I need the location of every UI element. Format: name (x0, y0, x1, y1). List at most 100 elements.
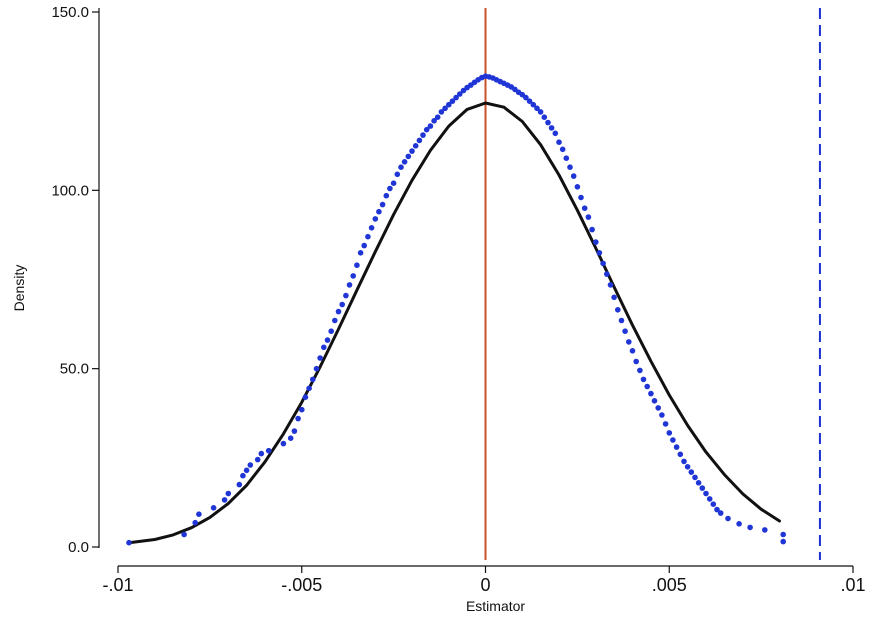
data-point (335, 308, 342, 315)
data-point (416, 137, 423, 144)
data-point (692, 474, 698, 481)
data-point (622, 328, 628, 335)
data-point (567, 164, 573, 170)
data-point (368, 225, 375, 231)
data-point (299, 406, 305, 413)
data-point (405, 153, 412, 160)
y-tick-label: 150.0 (51, 4, 89, 21)
data-point (427, 123, 434, 129)
data-point (681, 458, 687, 465)
data-point (637, 367, 643, 374)
data-point (552, 130, 559, 137)
data-point (401, 159, 408, 165)
data-point (442, 105, 448, 112)
data-point (762, 527, 768, 533)
data-point (420, 132, 426, 138)
data-point (611, 294, 617, 301)
data-point (695, 480, 702, 486)
data-point (548, 125, 555, 131)
data-point (541, 114, 548, 120)
data-point (192, 519, 198, 526)
data-point (559, 146, 566, 153)
data-point (615, 307, 621, 313)
data-point (346, 282, 353, 288)
data-point (644, 383, 650, 390)
data-point (725, 515, 731, 522)
data-point (589, 226, 595, 233)
data-point (387, 185, 393, 192)
data-point (673, 444, 680, 450)
data-point (446, 101, 452, 108)
data-point (328, 328, 335, 335)
data-point (343, 292, 349, 299)
data-point (747, 524, 753, 531)
data-point (243, 467, 250, 474)
data-point (618, 317, 625, 324)
data-point (354, 262, 360, 269)
data-point (383, 192, 390, 199)
data-point (526, 98, 533, 104)
data-point (398, 164, 404, 170)
data-point (181, 531, 187, 538)
data-point (295, 415, 301, 422)
data-point (317, 355, 323, 361)
data-point (379, 201, 386, 208)
data-point (545, 119, 551, 126)
fitted-density-curve (127, 101, 781, 545)
y-tick-label: 50.0 (60, 361, 89, 378)
data-point (633, 358, 639, 365)
data-point (670, 437, 676, 443)
data-point (530, 101, 537, 108)
data-point (600, 260, 606, 267)
data-point (310, 376, 316, 383)
data-point (409, 148, 415, 154)
data-point (780, 538, 786, 545)
data-point (659, 412, 665, 418)
data-point (236, 481, 243, 488)
x-tick-label: .005 (652, 575, 687, 595)
data-point (412, 143, 419, 149)
data-point (648, 390, 654, 397)
data-point (350, 273, 357, 279)
data-point (339, 301, 346, 308)
data-point (717, 510, 724, 516)
data-point (714, 506, 720, 513)
data-point (651, 398, 658, 404)
data-point (332, 317, 338, 324)
data-point (596, 250, 603, 256)
data-point (376, 208, 382, 215)
x-axis-title: Estimator (466, 598, 525, 614)
data-point (662, 421, 669, 427)
data-point (258, 450, 265, 457)
data-point (390, 180, 397, 186)
data-point (780, 531, 786, 538)
data-point (321, 344, 327, 351)
y-tick-label: 0.0 (68, 539, 89, 556)
data-point (523, 94, 529, 101)
data-point (434, 114, 441, 120)
data-point (629, 348, 636, 354)
data-point (196, 511, 202, 517)
data-point (457, 91, 463, 97)
data-point (431, 118, 437, 124)
data-point (563, 155, 570, 161)
data-point (247, 462, 254, 468)
data-point (706, 496, 713, 502)
data-point (254, 456, 261, 463)
data-point (372, 216, 379, 222)
x-tick-label: -.005 (281, 575, 322, 595)
data-point (578, 194, 584, 201)
data-point (324, 337, 331, 343)
data-point (655, 405, 661, 411)
data-point (365, 233, 371, 240)
data-point (688, 469, 695, 475)
data-point (570, 173, 577, 179)
data-point (684, 464, 691, 470)
data-point (313, 365, 320, 372)
data-point (736, 521, 742, 527)
data-point (280, 440, 287, 447)
data-point (302, 394, 309, 401)
data-point (556, 139, 562, 145)
y-tick-label: 100.0 (51, 182, 89, 199)
data-point (126, 539, 132, 546)
